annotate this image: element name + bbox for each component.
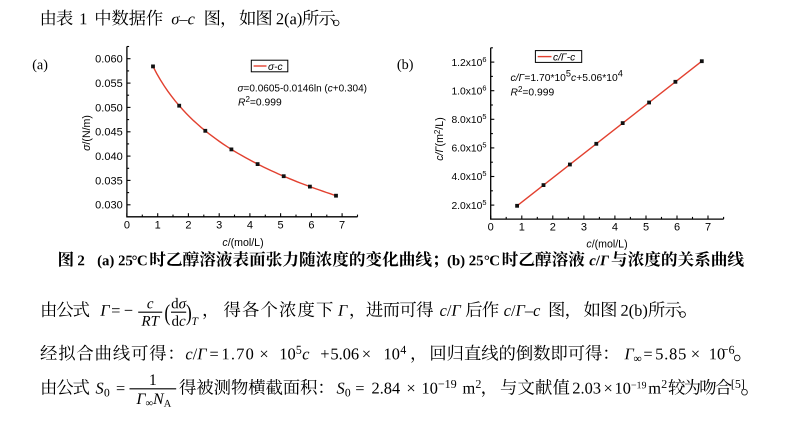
svg-text:8.0x105: 8.0x105 xyxy=(451,112,486,126)
svg-text:2.0x105: 2.0x105 xyxy=(451,198,486,212)
svg-text:3: 3 xyxy=(581,222,587,234)
svg-text:5: 5 xyxy=(643,222,649,234)
svg-text:R2=0.999: R2=0.999 xyxy=(511,85,555,99)
svg-text:0.060: 0.060 xyxy=(95,54,123,66)
svg-text:6: 6 xyxy=(674,222,680,234)
svg-text:4.0x105: 4.0x105 xyxy=(451,169,486,183)
svg-text:σ=0.0605-0.0146ln (c+0.304): σ=0.0605-0.0146ln (c+0.304) xyxy=(238,83,367,94)
svg-text:0: 0 xyxy=(488,222,494,234)
svg-text:0.045: 0.045 xyxy=(95,127,123,139)
svg-text:0.030: 0.030 xyxy=(95,200,123,212)
svg-text:5: 5 xyxy=(278,219,284,231)
svg-text:0.040: 0.040 xyxy=(95,151,123,163)
svg-text:0: 0 xyxy=(124,219,130,231)
svg-text:0.050: 0.050 xyxy=(95,102,123,114)
svg-text:4: 4 xyxy=(612,222,618,234)
svg-text:2: 2 xyxy=(185,219,191,231)
svg-text:2: 2 xyxy=(550,222,556,234)
svg-text:7: 7 xyxy=(705,222,711,234)
svg-text:c/Γ=1.70*105c+5.06*104: c/Γ=1.70*105c+5.06*104 xyxy=(511,69,623,85)
svg-text:c/(mol/L): c/(mol/L) xyxy=(586,239,627,251)
svg-text:1: 1 xyxy=(519,222,525,234)
svg-text:1.0x106: 1.0x106 xyxy=(451,83,486,97)
svg-text:1.2x106: 1.2x106 xyxy=(451,55,486,69)
svg-text:R2=0.999: R2=0.999 xyxy=(238,95,282,109)
svg-text:6.0x105: 6.0x105 xyxy=(451,141,486,155)
svg-text:0.035: 0.035 xyxy=(95,175,123,187)
svg-text:7: 7 xyxy=(339,219,345,231)
svg-text:0.055: 0.055 xyxy=(95,78,123,90)
svg-text:c/Γ(m2/L): c/Γ(m2/L) xyxy=(433,117,446,160)
svg-text:1: 1 xyxy=(155,219,161,231)
svg-text:6: 6 xyxy=(308,219,314,231)
svg-text:4: 4 xyxy=(247,219,253,231)
svg-text:σ-c: σ-c xyxy=(268,62,283,73)
svg-text:c/Γ-c: c/Γ-c xyxy=(553,52,575,63)
svg-text:c/(mol/L): c/(mol/L) xyxy=(222,237,263,249)
svg-text:3: 3 xyxy=(216,219,222,231)
svg-text:σ/(N/m): σ/(N/m) xyxy=(81,115,93,151)
